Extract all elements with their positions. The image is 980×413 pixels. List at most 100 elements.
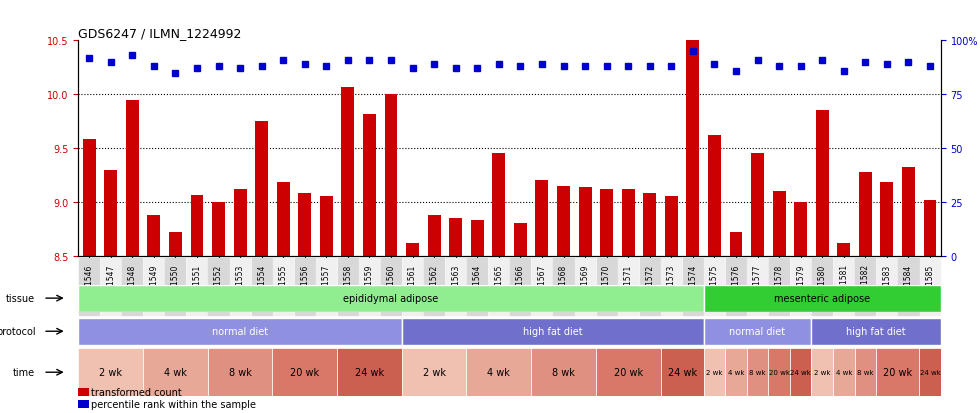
Bar bbox=[402, 318, 704, 345]
Bar bbox=[704, 348, 725, 396]
Bar bbox=[212, 202, 225, 256]
Text: normal diet: normal diet bbox=[212, 326, 269, 337]
Text: protocol: protocol bbox=[0, 326, 35, 337]
Text: tissue: tissue bbox=[6, 293, 35, 304]
Bar bbox=[923, 200, 937, 256]
Bar bbox=[751, 154, 764, 256]
Bar bbox=[811, 318, 941, 345]
Bar bbox=[104, 170, 118, 256]
Text: 20 wk: 20 wk bbox=[768, 369, 790, 375]
Text: 24 wk: 24 wk bbox=[355, 367, 384, 377]
Bar bbox=[233, 190, 247, 256]
Text: 20 wk: 20 wk bbox=[290, 367, 319, 377]
Bar bbox=[82, 140, 96, 256]
Text: 4 wk: 4 wk bbox=[164, 367, 187, 377]
Bar bbox=[466, 348, 531, 396]
Text: time: time bbox=[13, 367, 35, 377]
Bar bbox=[406, 243, 419, 256]
Text: high fat diet: high fat diet bbox=[523, 326, 582, 337]
Bar bbox=[704, 318, 811, 345]
Bar bbox=[557, 186, 570, 256]
Bar bbox=[470, 221, 484, 256]
Bar bbox=[190, 196, 204, 256]
Text: 8 wk: 8 wk bbox=[750, 369, 765, 375]
Bar bbox=[811, 348, 833, 396]
Bar bbox=[661, 348, 704, 396]
Bar bbox=[772, 192, 786, 256]
Bar bbox=[596, 348, 661, 396]
Bar bbox=[514, 224, 527, 256]
Bar bbox=[708, 136, 721, 256]
Text: 4 wk: 4 wk bbox=[728, 369, 744, 375]
Bar bbox=[449, 218, 463, 256]
Bar bbox=[815, 111, 829, 256]
Text: normal diet: normal diet bbox=[729, 326, 786, 337]
Bar bbox=[341, 88, 355, 256]
Bar bbox=[143, 348, 208, 396]
Bar bbox=[747, 348, 768, 396]
Bar bbox=[686, 41, 700, 256]
Bar bbox=[78, 285, 704, 312]
Bar bbox=[794, 202, 808, 256]
Bar bbox=[600, 190, 613, 256]
Bar bbox=[664, 197, 678, 256]
Bar bbox=[837, 243, 851, 256]
Bar bbox=[531, 348, 596, 396]
Text: 8 wk: 8 wk bbox=[552, 367, 575, 377]
Bar bbox=[621, 190, 635, 256]
Bar bbox=[790, 348, 811, 396]
Text: 24 wk: 24 wk bbox=[790, 369, 811, 375]
Bar bbox=[319, 197, 333, 256]
Bar bbox=[427, 215, 441, 256]
Text: 24 wk: 24 wk bbox=[919, 369, 941, 375]
Text: 8 wk: 8 wk bbox=[228, 367, 252, 377]
Bar bbox=[78, 318, 402, 345]
Text: 4 wk: 4 wk bbox=[836, 369, 852, 375]
Text: 20 wk: 20 wk bbox=[883, 367, 912, 377]
Text: 8 wk: 8 wk bbox=[858, 369, 873, 375]
Bar bbox=[492, 154, 506, 256]
Bar bbox=[363, 114, 376, 256]
Text: 2 wk: 2 wk bbox=[99, 367, 122, 377]
Bar bbox=[768, 348, 790, 396]
Bar bbox=[876, 348, 919, 396]
Bar bbox=[855, 348, 876, 396]
Text: 4 wk: 4 wk bbox=[487, 367, 511, 377]
Bar bbox=[337, 348, 402, 396]
Bar bbox=[208, 348, 272, 396]
Text: 2 wk: 2 wk bbox=[814, 369, 830, 375]
Bar bbox=[276, 183, 290, 256]
Text: 2 wk: 2 wk bbox=[422, 367, 446, 377]
Bar bbox=[78, 348, 143, 396]
Bar bbox=[902, 168, 915, 256]
Bar bbox=[298, 194, 312, 256]
Bar bbox=[147, 215, 161, 256]
Bar bbox=[858, 172, 872, 256]
Bar bbox=[535, 181, 549, 256]
Bar bbox=[255, 122, 269, 256]
Bar bbox=[78, 400, 89, 408]
Text: high fat diet: high fat diet bbox=[847, 326, 906, 337]
Bar bbox=[643, 194, 657, 256]
Text: GDS6247 / ILMN_1224992: GDS6247 / ILMN_1224992 bbox=[78, 27, 242, 40]
Bar bbox=[919, 348, 941, 396]
Bar bbox=[402, 348, 466, 396]
Bar bbox=[725, 348, 747, 396]
Text: 24 wk: 24 wk bbox=[667, 367, 697, 377]
Bar bbox=[125, 100, 139, 256]
Bar bbox=[169, 233, 182, 256]
Text: mesenteric adipose: mesenteric adipose bbox=[774, 293, 870, 304]
Bar bbox=[578, 188, 592, 256]
Text: percentile rank within the sample: percentile rank within the sample bbox=[91, 399, 257, 409]
Text: 2 wk: 2 wk bbox=[707, 369, 722, 375]
Text: 20 wk: 20 wk bbox=[613, 367, 643, 377]
Text: transformed count: transformed count bbox=[91, 387, 182, 397]
Bar bbox=[880, 183, 894, 256]
Bar bbox=[833, 348, 855, 396]
Text: epididymal adipose: epididymal adipose bbox=[343, 293, 439, 304]
Bar bbox=[78, 388, 89, 396]
Bar bbox=[384, 95, 398, 256]
Bar bbox=[272, 348, 337, 396]
Bar bbox=[704, 285, 941, 312]
Bar bbox=[729, 233, 743, 256]
